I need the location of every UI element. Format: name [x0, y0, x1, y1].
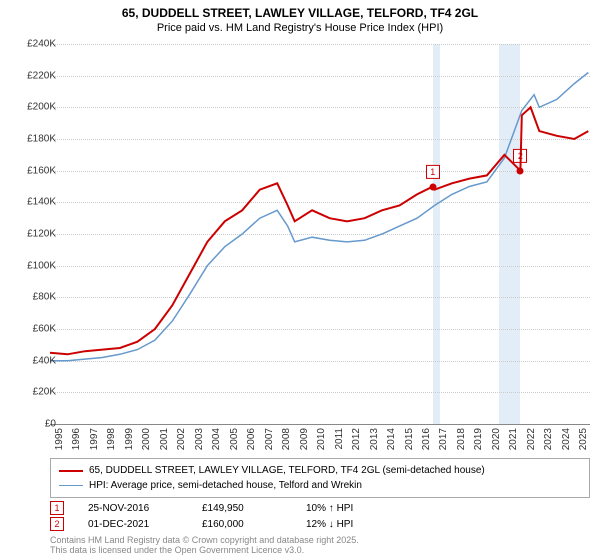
y-axis-label: £120K	[8, 229, 56, 240]
x-axis-label: 2018	[456, 428, 467, 450]
y-axis-label: £20K	[8, 387, 56, 398]
legend-swatch-1	[59, 470, 83, 472]
x-axis-label: 2012	[351, 428, 362, 450]
x-axis-label: 2014	[386, 428, 397, 450]
x-axis-label: 2011	[334, 428, 345, 450]
x-axis-label: 2022	[526, 428, 537, 450]
footer-attribution: Contains HM Land Registry data © Crown c…	[50, 536, 359, 556]
chart-title: 65, DUDDELL STREET, LAWLEY VILLAGE, TELF…	[0, 0, 600, 22]
txn-price: £160,000	[202, 519, 282, 530]
y-axis-label: £140K	[8, 197, 56, 208]
txn-diff: 10% ↑ HPI	[306, 503, 353, 514]
x-axis-label: 1997	[89, 428, 100, 450]
x-axis-label: 2006	[246, 428, 257, 450]
y-axis-label: £200K	[8, 102, 56, 113]
chart-plot-area: 12	[50, 44, 590, 425]
txn-date: 01-DEC-2021	[88, 519, 178, 530]
y-axis-label: £0	[8, 419, 56, 430]
marker-badge: 2	[50, 517, 64, 531]
y-axis-label: £60K	[8, 324, 56, 335]
txn-diff: 12% ↓ HPI	[306, 519, 353, 530]
x-axis-label: 2020	[491, 428, 502, 450]
y-axis-label: £40K	[8, 355, 56, 366]
x-axis-label: 2009	[299, 428, 310, 450]
txn-price: £149,950	[202, 503, 282, 514]
x-axis-label: 1998	[106, 428, 117, 450]
x-axis-label: 2021	[508, 428, 519, 450]
legend-swatch-2	[59, 485, 83, 486]
y-axis-label: £100K	[8, 260, 56, 271]
legend-label-1: 65, DUDDELL STREET, LAWLEY VILLAGE, TELF…	[89, 463, 485, 478]
y-axis-label: £160K	[8, 165, 56, 176]
x-axis-label: 2000	[141, 428, 152, 450]
x-axis-label: 2010	[316, 428, 327, 450]
x-axis-label: 2005	[229, 428, 240, 450]
x-axis-label: 2008	[281, 428, 292, 450]
x-axis-label: 1996	[71, 428, 82, 450]
y-axis-label: £180K	[8, 134, 56, 145]
series-line-price_paid	[50, 107, 588, 354]
x-axis-label: 2024	[561, 428, 572, 450]
x-axis-label: 2017	[438, 428, 449, 450]
x-axis-label: 2003	[194, 428, 205, 450]
x-axis-label: 2016	[421, 428, 432, 450]
legend: 65, DUDDELL STREET, LAWLEY VILLAGE, TELF…	[50, 458, 590, 498]
transaction-table: 1 25-NOV-2016 £149,950 10% ↑ HPI 2 01-DE…	[50, 500, 580, 532]
x-axis-label: 2015	[404, 428, 415, 450]
chart-subtitle: Price paid vs. HM Land Registry's House …	[0, 22, 600, 38]
x-axis-label: 2007	[264, 428, 275, 450]
x-axis-label: 1999	[124, 428, 135, 450]
x-axis-label: 2013	[369, 428, 380, 450]
y-axis-label: £220K	[8, 70, 56, 81]
txn-date: 25-NOV-2016	[88, 503, 178, 514]
x-axis-label: 2002	[176, 428, 187, 450]
y-axis-label: £240K	[8, 39, 56, 50]
x-axis-label: 2019	[473, 428, 484, 450]
series-line-hpi	[50, 73, 588, 361]
legend-label-2: HPI: Average price, semi-detached house,…	[89, 478, 362, 493]
marker-badge: 1	[50, 501, 64, 515]
x-axis-label: 1995	[54, 428, 65, 450]
x-axis-label: 2004	[211, 428, 222, 450]
x-axis-label: 2023	[543, 428, 554, 450]
x-axis-label: 2001	[159, 428, 170, 450]
x-axis-label: 2025	[578, 428, 589, 450]
y-axis-label: £80K	[8, 292, 56, 303]
